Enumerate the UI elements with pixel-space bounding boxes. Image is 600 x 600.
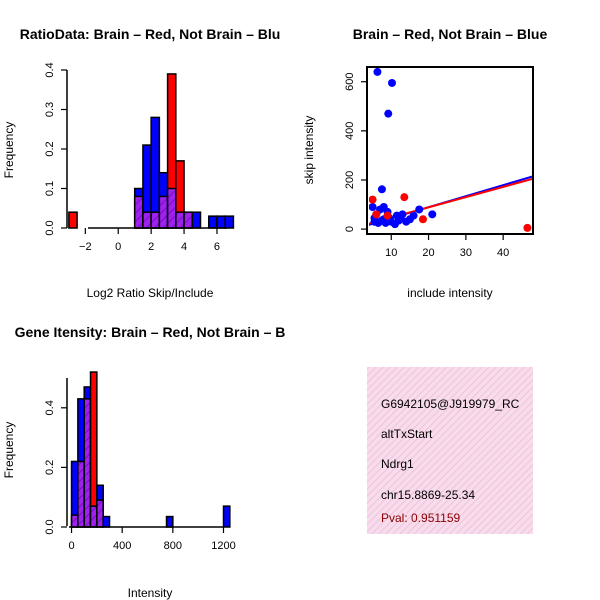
intensity-histogram-panel: Gene Itensity: Brain – Red, Not Brain – …: [2, 324, 285, 600]
intensity-bar-overlap: [83, 398, 92, 528]
intensity-bar-brain: [89, 371, 98, 528]
scatter-point-not-brain: [409, 211, 418, 220]
scatter-point-not-brain: [428, 210, 437, 219]
ratio-histogram-title: RatioData: Brain – Red, Not Brain – Blu: [20, 26, 281, 42]
scatter-frame: [366, 66, 534, 235]
ratio-x-tick-label: −2: [79, 241, 92, 253]
intensity-x-tick-label: 1200: [211, 540, 235, 552]
scatter-x-tick-label: 30: [460, 247, 472, 259]
scatter-y-tick-label: 0: [344, 226, 356, 232]
scatter-point-brain: [383, 211, 392, 220]
intensity-bar-not-brain: [165, 515, 174, 528]
scatter-point-brain: [369, 195, 377, 204]
scatter-point-brain: [523, 223, 532, 232]
ratio-bar-overlap: [150, 211, 161, 229]
ratio-x-label: Log2 Ratio Skip/Include: [87, 286, 214, 300]
scatter-point-not-brain: [373, 67, 382, 76]
ratio-bar-not-brain: [191, 211, 202, 229]
intensity-y-tick-label: 0.2: [44, 460, 56, 475]
ratio-bar-not-brain: [150, 116, 161, 229]
scatter-y-ticks: 0 200 400 600: [344, 73, 367, 232]
scatter-point-brain: [418, 215, 427, 224]
scatter-point-not-brain: [379, 202, 388, 211]
info-event-id: G6942105@J919979_RC: [381, 397, 520, 411]
ratio-bar-overlap: [166, 187, 177, 229]
ratio-y-tick-label: 0.3: [44, 102, 56, 117]
intensity-bar-not-brain: [222, 505, 231, 528]
ratio-y-ticks: 0.0 0.1 0.2 0.3 0.4: [44, 62, 67, 236]
ratio-x-ticks: −2 0 2 4 6: [79, 228, 220, 253]
info-gene: Ndrg1: [381, 457, 414, 471]
scatter-points: [369, 67, 532, 232]
ratio-y-tick-label: 0.0: [44, 220, 56, 235]
ratio-y-tick-label: 0.1: [44, 181, 56, 196]
ratio-bar-overlap: [158, 195, 169, 229]
intensity-bar-not-brain: [102, 515, 111, 528]
info-event-type: altTxStart: [381, 427, 433, 441]
ratio-x-tick-label: 6: [214, 241, 220, 253]
scatter-x-tick-label: 10: [385, 247, 397, 259]
intensity-x-tick-label: 400: [113, 540, 131, 552]
intensity-y-label: Frequency: [2, 422, 16, 479]
info-location: chr15.8869-25.34: [381, 488, 475, 502]
scatter-point-not-brain: [369, 202, 377, 211]
intensity-bar-overlap: [89, 505, 98, 528]
scatter-y-tick-label: 400: [344, 122, 356, 140]
ratio-bar-overlap: [142, 211, 152, 229]
intensity-x-tick-label: 800: [164, 540, 182, 552]
intensity-histogram-title: Gene Itensity: Brain – Red, Not Brain – …: [15, 324, 286, 340]
intensity-bar-overlap: [77, 460, 85, 528]
scatter-x-label: include intensity: [407, 286, 492, 300]
ratio-y-label: Frequency: [2, 122, 16, 179]
intensity-y-tick-label: 0.4: [44, 400, 56, 415]
intensity-x-ticks: 0 400 800 1200: [68, 527, 236, 552]
scatter-title: Brain – Red, Not Brain – Blue: [353, 26, 548, 42]
intensity-bar-overlap: [96, 499, 104, 528]
ratio-bar-overlap: [133, 195, 144, 229]
intensity-x-label: Intensity: [128, 586, 173, 600]
scatter-panel: Brain – Red, Not Brain – Blue 10 20 30 40 0…: [302, 26, 547, 300]
scatter-point-not-brain: [398, 210, 407, 219]
ratio-bar-overlap: [183, 211, 194, 229]
scatter-y-tick-label: 600: [344, 73, 356, 91]
scatter-point-brain: [400, 193, 409, 202]
scatter-point-not-brain: [387, 78, 396, 87]
ratio-x-tick-label: 0: [115, 241, 121, 253]
ratio-histogram-bars: [68, 73, 235, 229]
intensity-bar-overlap: [70, 514, 79, 528]
scatter-x-ticks: 10 20 30 40: [385, 234, 509, 259]
ratio-bar-overlap: [175, 211, 185, 229]
ratio-bar-not-brain: [216, 215, 226, 229]
info-pval: Pval: 0.951159: [381, 511, 460, 525]
scatter-y-tick-label: 200: [344, 171, 356, 189]
ratio-bar-not-brain: [224, 215, 235, 229]
intensity-y-tick-label: 0.0: [44, 519, 56, 534]
scatter-point-not-brain: [394, 216, 403, 225]
intensity-x-tick-label: 0: [68, 540, 74, 552]
intensity-histogram-bars: [70, 371, 231, 528]
ratio-x-tick-label: 2: [148, 241, 154, 253]
ratio-bar-brain: [68, 211, 78, 229]
scatter-y-label: skip intensity: [302, 116, 316, 185]
scatter-x-tick-label: 40: [497, 247, 509, 259]
scatter-point-brain: [372, 210, 381, 219]
ratio-y-tick-label: 0.4: [44, 62, 56, 77]
ratio-y-tick-label: 0.2: [44, 141, 56, 156]
ratio-bar-not-brain: [207, 215, 218, 229]
ratio-x-tick-label: 4: [181, 241, 187, 253]
scatter-x-tick-label: 20: [422, 247, 434, 259]
info-panel: G6942105@J919979_RC altTxStart Ndrg1 chr…: [367, 367, 533, 534]
info-panel-background: [367, 367, 533, 534]
scatter-point-not-brain: [377, 185, 386, 194]
ratio-histogram-panel: RatioData: Brain – Red, Not Brain – Blu …: [2, 26, 280, 300]
intensity-y-ticks: 0.0 0.2 0.4: [44, 400, 67, 535]
scatter-point-not-brain: [384, 109, 393, 118]
scatter-point-not-brain: [415, 205, 424, 214]
